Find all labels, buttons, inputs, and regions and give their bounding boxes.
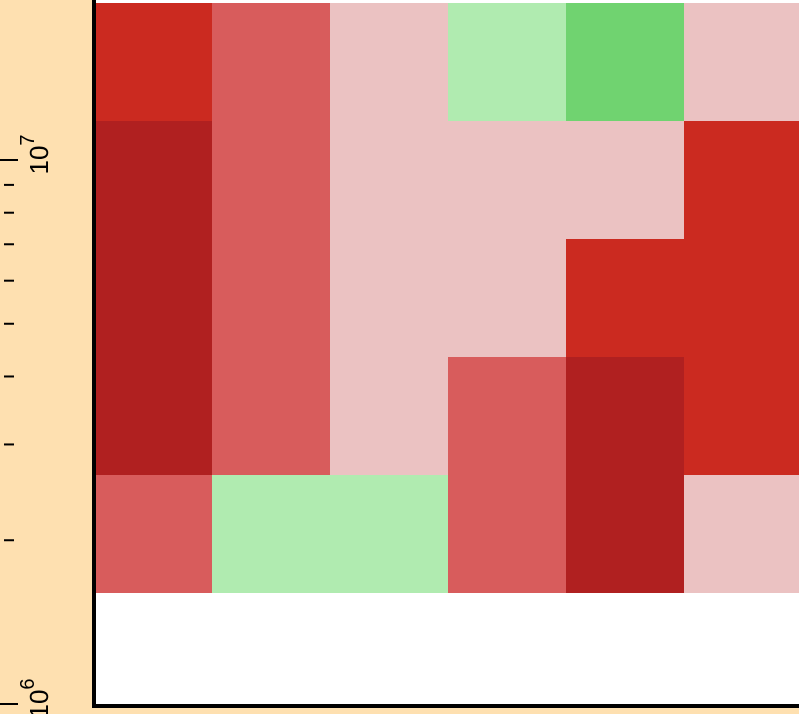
axes	[92, 0, 799, 708]
heatmap-cell	[566, 239, 684, 357]
heatmap-cell	[684, 3, 799, 121]
heatmap-cell	[684, 239, 799, 357]
heatmap-cell	[330, 357, 448, 475]
heatmap-cell	[684, 475, 799, 593]
y-tick-label: 107	[17, 134, 54, 174]
heatmap-cell	[330, 121, 448, 239]
heatmap-cell	[566, 357, 684, 475]
y-tick-label: 106	[17, 678, 54, 714]
heatmap-cell	[94, 3, 212, 121]
heatmap-cell	[448, 121, 566, 239]
heatmap-cell	[684, 121, 799, 239]
heatmap-cell	[448, 475, 566, 593]
y-tick-label-base: 10	[24, 146, 54, 175]
y-tick-label-exponent: 6	[17, 678, 39, 689]
heatmap-cell	[330, 475, 448, 593]
heatmap-cell	[330, 3, 448, 121]
heatmap-cell	[212, 121, 330, 239]
heatmap-cell	[566, 3, 684, 121]
heatmap-cell	[94, 357, 212, 475]
heatmap-cell	[684, 357, 799, 475]
heatmap-cell	[94, 475, 212, 593]
heatmap-cell	[212, 357, 330, 475]
heatmap-cell	[94, 121, 212, 239]
heatmap-cell	[212, 475, 330, 593]
heatmap-cell	[566, 475, 684, 593]
heatmap-cell	[448, 357, 566, 475]
heatmap-cell	[448, 239, 566, 357]
heatmap-cell	[94, 239, 212, 357]
y-tick-label-base: 10	[24, 690, 54, 714]
heatmap-cell	[566, 121, 684, 239]
heatmap-cell	[212, 3, 330, 121]
y-tick-label-exponent: 7	[17, 134, 39, 145]
heatmap-cells	[94, 3, 799, 593]
heatmap-cell	[448, 3, 566, 121]
heatmap-cell	[212, 239, 330, 357]
heatmap-cell	[330, 239, 448, 357]
